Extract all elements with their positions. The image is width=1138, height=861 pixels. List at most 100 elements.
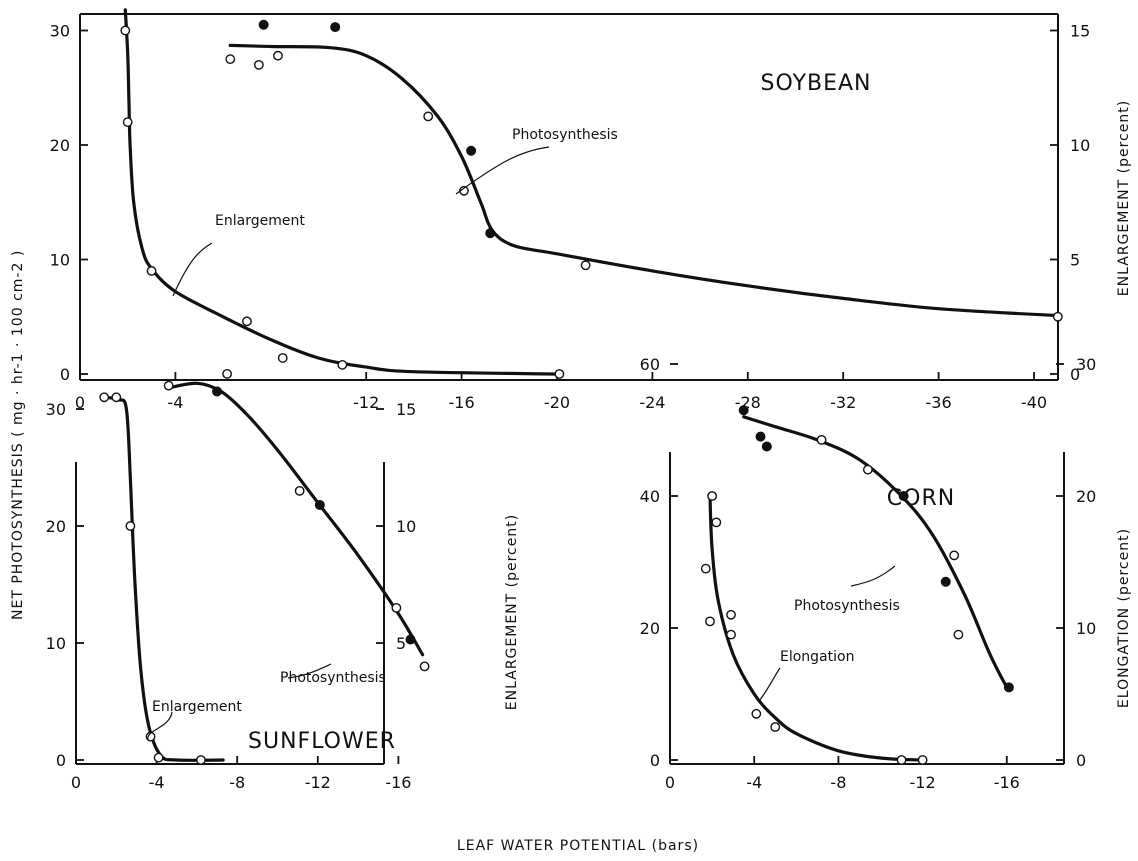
soybean-enlargement-point	[554, 369, 565, 379]
corn-y-tick-label-right: 10	[1076, 619, 1096, 638]
sunflower-photosynthesis-point	[163, 380, 174, 391]
sunflower-y-tick-label-left: 20	[46, 517, 66, 536]
corn-photosynthesis-point	[1003, 682, 1014, 693]
corn-y-tick-label-left: 0	[650, 751, 660, 770]
sunflower-right-axis-label: ENLARGEMENT (percent)	[504, 514, 520, 710]
corn-y-tick-label-right: 30	[1076, 355, 1096, 374]
corn-elongation-point	[896, 755, 907, 765]
corn-elongation-point	[707, 491, 717, 501]
soybean-photosynthesis-point	[330, 22, 341, 33]
soybean-x-tick-label: -20	[544, 393, 570, 412]
sunflower-enlargement-point	[125, 521, 136, 531]
soybean-enlargement-leader-line	[172, 242, 213, 297]
soybean-enlargement-point	[277, 353, 288, 363]
sunflower-x-tick-label: -4	[149, 773, 165, 792]
corn-elongation-point	[726, 609, 736, 620]
sunflower-y-tick-label-left: 30	[46, 400, 66, 419]
soybean-enlargement-point	[122, 117, 133, 128]
sunflower-photosynthesis-point	[294, 485, 305, 496]
corn-elongation-point	[711, 517, 722, 528]
sunflower-photosynthesis-label: Photosynthesis	[280, 670, 386, 686]
soybean-photosynthesis-point	[485, 228, 496, 239]
corn-photosynthesis-curve	[742, 415, 1009, 689]
corn-right-axis-label: ELONGATION (percent)	[1116, 528, 1132, 708]
soybean-enlargement-point	[146, 266, 157, 276]
soybean-x-tick-label: -12	[353, 393, 379, 412]
soybean-y-tick-label-left: 0	[60, 365, 70, 384]
sunflower-enlargement-point	[99, 392, 110, 403]
corn-elongation-curve	[708, 494, 925, 762]
soybean-x-tick-label: -40	[1021, 393, 1047, 412]
soybean-enlargement-label: Enlargement	[215, 213, 305, 229]
corn-x-tick-label: 0	[665, 773, 675, 792]
soybean-x-tick-label: 0	[75, 393, 85, 412]
soybean-y-tick-label-right: 0	[1070, 365, 1080, 384]
sunflower-photosynthesis-point	[314, 499, 325, 510]
sunflower-enlargement-point	[111, 392, 122, 403]
sunflower-enlargement-curve	[102, 395, 225, 762]
corn-elongation-point	[705, 616, 715, 627]
sunflower-y-tick-label-right: 15	[396, 400, 416, 419]
sunflower-enlargement-point	[153, 752, 164, 763]
soybean-enlargement-point	[337, 359, 348, 370]
corn-photosynthesis-point	[761, 441, 772, 452]
soybean-photosynthesis-point	[253, 59, 264, 70]
soybean-y-tick-label-right: 15	[1070, 22, 1090, 41]
corn-title: CORN	[887, 486, 955, 511]
corn-x-tick-label: -16	[994, 773, 1020, 792]
corn-y-tick-label-left: 60	[640, 355, 660, 374]
soybean-y-tick-label-left: 30	[50, 22, 70, 41]
soybean-right-axis-label: ENLARGEMENT (percent)	[1116, 100, 1132, 296]
soybean-photosynthesis-point	[580, 260, 591, 271]
corn-y-tick-label-left: 20	[640, 619, 660, 638]
soybean-x-tick-label: -16	[449, 393, 475, 412]
soybean-photosynthesis-point	[466, 145, 477, 156]
corn-y-tick-label-right: 0	[1076, 751, 1086, 770]
corn-photosynthesis-point	[862, 464, 873, 475]
sunflower-photosynthesis-curve	[167, 381, 425, 657]
corn-photosynthesis-point	[953, 629, 964, 640]
sunflower-enlargement-label: Enlargement	[152, 699, 242, 715]
soybean-enlargement-curve	[123, 8, 559, 376]
soybean-enlargement-point	[120, 25, 131, 36]
soybean-title: SOYBEAN	[760, 71, 871, 96]
corn-x-tick-label: -12	[910, 773, 936, 792]
soybean-photosynthesis-label: Photosynthesis	[512, 127, 618, 143]
sunflower-x-tick-label: -12	[305, 773, 331, 792]
soybean-photosynthesis-point	[258, 19, 269, 30]
corn-photosynthesis-point	[755, 431, 766, 442]
corn-photosynthesis-point	[816, 434, 827, 445]
soybean-x-tick-label: -36	[926, 393, 952, 412]
sunflower-enlargement-point	[196, 755, 206, 765]
shared-y-label: NET PHOTOSYNTHESIS ( mg · hr-1 · 100 cm-…	[10, 250, 26, 620]
soybean-photosynthesis-curve	[228, 43, 1060, 318]
sunflower-photosynthesis-point	[419, 661, 430, 672]
soybean-x-tick-label: -4	[167, 393, 183, 412]
sunflower-y-tick-label-right: 10	[396, 517, 416, 536]
soybean-y-tick-label-right: 5	[1070, 251, 1080, 270]
soybean-x-tick-label: -32	[830, 393, 856, 412]
sunflower-enlargement-point	[145, 731, 156, 742]
sunflower-title: SUNFLOWER	[248, 729, 396, 754]
corn-photosynthesis-label: Photosynthesis	[794, 598, 900, 614]
soybean-photosynthesis-point	[273, 50, 283, 61]
panel-soybean: 0 -4 -12 -16 -20 -24 -28 -32 -36 -400102030051015…	[50, 8, 1132, 412]
sunflower-photosynthesis-point	[212, 386, 223, 397]
panel-sunflower: 0 -4 -8 -12 -16 0 10 20 30 5 10 15 ENLARGEMENT (perc…	[46, 368, 520, 792]
panel-corn: 0 -4 -8 -12 -16 0 20 40 60 0 10 20 30 ELONGATION (per…	[640, 355, 1132, 792]
corn-y-tick-label-left: 40	[640, 487, 660, 506]
sunflower-photosynthesis-point	[222, 368, 233, 379]
soybean-photosynthesis-leader-line	[455, 146, 550, 195]
sunflower-y-tick-label-left: 10	[46, 634, 66, 653]
corn-elongation-point	[700, 563, 711, 574]
corn-y-tick-label-right: 20	[1076, 487, 1096, 506]
corn-elongation-label: Elongation	[780, 649, 854, 665]
soybean-x-tick-label: -24	[639, 393, 665, 412]
soybean-enlargement-point	[242, 316, 252, 327]
sunflower-enlargement-leader-line	[147, 711, 173, 741]
soybean-photosynthesis-point	[225, 54, 236, 65]
corn-photosynthesis-point	[940, 576, 951, 587]
soybean-y-tick-label-left: 20	[50, 136, 70, 155]
corn-photosynthesis-leader-line	[850, 565, 896, 587]
sunflower-y-tick-label-left: 0	[56, 751, 66, 770]
